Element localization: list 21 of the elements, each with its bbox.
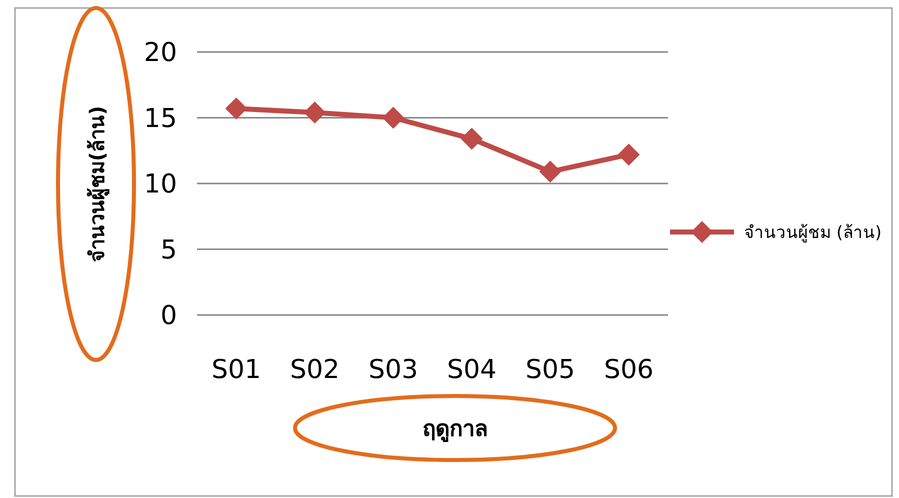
x-tick-label: S04 (446, 355, 497, 385)
point (225, 98, 248, 120)
y-tick-label: 20 (144, 38, 177, 68)
legend-label: จำนวนผู้ชม (ล้าน) (744, 223, 882, 243)
x-axis-title: ฤดูกาล (422, 417, 488, 443)
y-tick-label: 15 (144, 104, 177, 134)
y-axis-title: จำนวนผู้ชม(ล้าน) (85, 106, 109, 262)
y-tick-label: 5 (160, 235, 177, 266)
x-tick-label: S06 (604, 355, 654, 385)
y-tick-label: 0 (160, 301, 177, 331)
x-tick-label: S03 (368, 355, 418, 385)
legend: จำนวนผู้ชม (ล้าน) (670, 221, 882, 243)
x-tick-label: S01 (211, 355, 262, 385)
point (382, 106, 404, 129)
point (460, 128, 483, 150)
point (304, 101, 326, 124)
x-tick-label: S05 (525, 355, 576, 385)
point (618, 144, 640, 166)
point (539, 160, 562, 183)
x-tick-label: S02 (290, 355, 340, 385)
y-tick-label: 10 (144, 170, 177, 200)
